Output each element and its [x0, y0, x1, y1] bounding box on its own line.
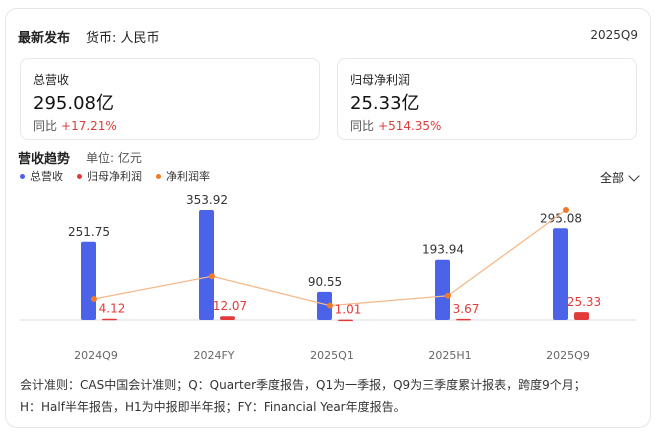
net-profit-metric-card: 归母净利润 25.33亿 同比 +514.35% [337, 58, 637, 140]
footnote-line-1: 会计准则：CAS中国会计准则；Q：Quarter季度报告，Q1为一季报，Q9为三… [20, 378, 586, 392]
revenue-yoy-value: +17.21% [61, 119, 117, 133]
footnote-line-2: H：Half半年报告，H1为中报即半年报；FY：Financial Year年度… [20, 400, 406, 414]
net-profit-label-2025H1: 3.67 [453, 302, 480, 316]
margin-line [93, 209, 567, 307]
header-title: 最新发布 [18, 31, 71, 46]
revenue-bar-2024Q9 [81, 241, 96, 320]
revenue-label: 总营收 [33, 73, 70, 87]
net-profit-label-2025Q9: 25.33 [567, 295, 601, 309]
margin-point-2025H1 [445, 292, 451, 299]
revenue-label-2025H1: 193.94 [422, 243, 464, 257]
net-profit-bar-2024FY [220, 316, 235, 320]
net-profit-yoy-value: +514.35% [378, 119, 442, 133]
x-tick-2024Q9: 2024Q9 [74, 349, 118, 362]
legend-margin-dot [156, 173, 161, 179]
range-selector[interactable]: 全部 [599, 169, 640, 186]
x-tick-2024FY: 2024FY [193, 349, 234, 362]
trend-unit: 单位: 亿元 [86, 151, 142, 165]
margin-point-2025Q1 [327, 302, 333, 309]
revenue-label-2024FY: 353.92 [186, 193, 228, 207]
x-tick-2025H1: 2025H1 [428, 349, 471, 362]
net-profit-bar-2025Q9 [574, 312, 589, 320]
net-profit-bar-2025Q1 [338, 319, 353, 322]
legend-net-profit[interactable]: 归母净利润 [77, 168, 142, 184]
x-tick-2025Q9: 2025Q9 [546, 349, 590, 362]
legend-margin[interactable]: 净利润率 [156, 168, 210, 184]
revenue-bar-2025Q9 [553, 228, 568, 320]
legend-revenue-dot [20, 173, 25, 179]
revenue-yoy-label: 同比 [33, 119, 58, 133]
legend-revenue-label: 总营收 [30, 170, 63, 183]
legend-margin-label: 净利润率 [166, 170, 210, 183]
trend-title: 营收趋势 [18, 152, 71, 167]
legend-net-profit-dot [77, 173, 82, 179]
legend-net-profit-label: 归母净利润 [87, 170, 142, 183]
revenue-bar-2025H1 [435, 259, 450, 320]
net-profit-bar-2025H1 [456, 318, 471, 321]
margin-point-2024Q9 [91, 295, 97, 302]
revenue-label-2024Q9: 251.75 [68, 225, 110, 239]
margin-point-2025Q9 [563, 207, 569, 213]
legend-revenue[interactable]: 总营收 [20, 168, 63, 184]
net-profit-yoy-label: 同比 [350, 119, 375, 133]
revenue-bar-2025Q1 [317, 291, 332, 320]
revenue-metric-card: 总营收 295.08亿 同比 +17.21% [20, 58, 320, 140]
revenue-yoy: 同比 +17.21% [33, 117, 117, 134]
x-tick-2025Q1: 2025Q1 [310, 349, 354, 362]
net-profit-value: 25.33亿 [350, 93, 420, 114]
footnote: 会计准则：CAS中国会计准则；Q：Quarter季度报告，Q1为一季报，Q9为三… [20, 374, 640, 418]
currency-label: 货币: 人民币 [86, 31, 160, 46]
net-profit-label-2025Q1: 1.01 [335, 303, 362, 317]
revenue-label-2025Q1: 90.55 [308, 275, 342, 289]
net-profit-yoy: 同比 +514.35% [350, 117, 441, 134]
net-profit-label-2024Q9: 4.12 [99, 302, 126, 316]
net-profit-label-2024FY: 12.07 [213, 299, 247, 313]
revenue-value: 295.08亿 [33, 93, 114, 114]
net-profit-label: 归母净利润 [350, 73, 411, 87]
revenue-bar-2024FY [199, 210, 214, 320]
net-profit-bar-2024Q9 [102, 318, 117, 321]
report-period: 2025Q9 [590, 28, 638, 42]
range-selector-label: 全部 [599, 171, 624, 185]
chart-legend: 总营收 归母净利润 净利润率 [20, 168, 210, 184]
margin-point-2024FY [209, 273, 215, 280]
